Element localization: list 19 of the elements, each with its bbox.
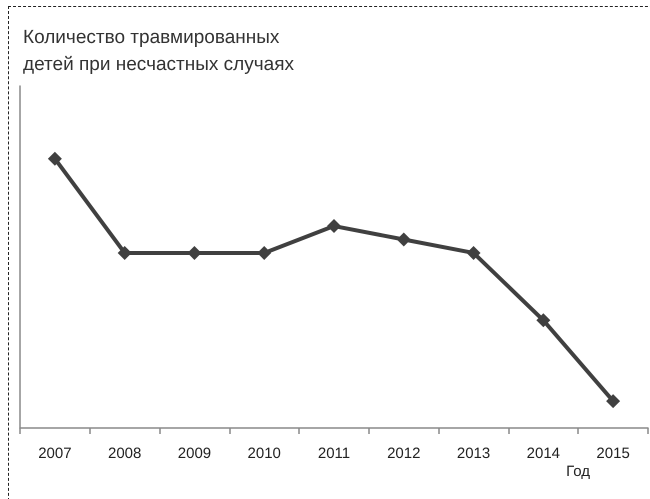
x-tick-label: 2008 (108, 445, 142, 462)
x-tick-label: 2014 (526, 445, 560, 462)
point (466, 246, 481, 260)
point (257, 246, 272, 260)
point (118, 246, 132, 260)
x-tick-label: 2012 (387, 445, 420, 462)
x-tick-label: 2015 (596, 445, 630, 462)
x-tick-label: 2011 (318, 445, 350, 462)
x-tick-label: 2010 (248, 445, 281, 462)
point (396, 232, 411, 246)
point (48, 152, 62, 166)
point (327, 219, 341, 234)
point (536, 313, 550, 328)
x-tick-label: 2013 (456, 445, 490, 462)
x-tick-label: 2007 (38, 445, 72, 462)
point (606, 394, 620, 408)
chart-title: Количество травмированных детей при несчастных случаях (23, 27, 294, 75)
x-axis-title: Год (566, 463, 590, 480)
x-tick-label: 2009 (178, 445, 212, 462)
